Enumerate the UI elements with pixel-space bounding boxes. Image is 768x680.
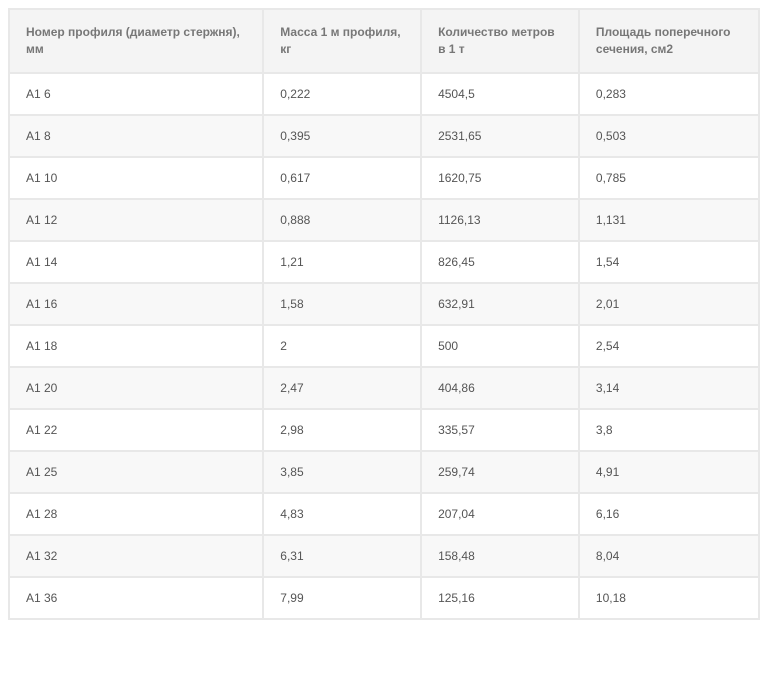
table-cell: 2531,65 (422, 116, 578, 156)
table-cell: А1 22 (10, 410, 262, 450)
table-cell: 4,83 (264, 494, 420, 534)
table-cell: А1 6 (10, 74, 262, 114)
table-header-cell: Масса 1 м профиля, кг (264, 10, 420, 72)
table-cell: 1620,75 (422, 158, 578, 198)
table-cell: 1,54 (580, 242, 758, 282)
table-row: А1 25 3,85 259,74 4,91 (10, 452, 758, 492)
table-row: А1 36 7,99 125,16 10,18 (10, 578, 758, 618)
table-cell: 158,48 (422, 536, 578, 576)
table-cell: 6,16 (580, 494, 758, 534)
table-cell: 1,131 (580, 200, 758, 240)
table-row: А1 12 0,888 1126,13 1,131 (10, 200, 758, 240)
table-cell: 826,45 (422, 242, 578, 282)
table-row: А1 20 2,47 404,86 3,14 (10, 368, 758, 408)
table-cell: 207,04 (422, 494, 578, 534)
table-cell: 125,16 (422, 578, 578, 618)
profile-table: Номер профиля (диаметр стержня), мм Масс… (8, 8, 760, 620)
table-cell: 3,8 (580, 410, 758, 450)
table-cell: 0,283 (580, 74, 758, 114)
table-row: А1 22 2,98 335,57 3,8 (10, 410, 758, 450)
table-cell: 0,785 (580, 158, 758, 198)
table-header-cell: Площадь поперечного сечения, см2 (580, 10, 758, 72)
table-cell: 2,54 (580, 326, 758, 366)
table-row: А1 6 0,222 4504,5 0,283 (10, 74, 758, 114)
table-cell: 0,395 (264, 116, 420, 156)
table-header-row: Номер профиля (диаметр стержня), мм Масс… (10, 10, 758, 72)
table-cell: 1126,13 (422, 200, 578, 240)
table-cell: 4504,5 (422, 74, 578, 114)
table-cell: 259,74 (422, 452, 578, 492)
table-cell: А1 10 (10, 158, 262, 198)
table-cell: А1 16 (10, 284, 262, 324)
table-cell: 500 (422, 326, 578, 366)
table-cell: 3,14 (580, 368, 758, 408)
table-row: А1 14 1,21 826,45 1,54 (10, 242, 758, 282)
table-cell: 8,04 (580, 536, 758, 576)
table-row: А1 8 0,395 2531,65 0,503 (10, 116, 758, 156)
table-row: А1 18 2 500 2,54 (10, 326, 758, 366)
table-cell: А1 28 (10, 494, 262, 534)
table-cell: 404,86 (422, 368, 578, 408)
table-cell: 632,91 (422, 284, 578, 324)
table-row: А1 16 1,58 632,91 2,01 (10, 284, 758, 324)
table-cell: 2,01 (580, 284, 758, 324)
table-cell: 2,47 (264, 368, 420, 408)
table-cell: А1 12 (10, 200, 262, 240)
table-cell: А1 18 (10, 326, 262, 366)
table-header-cell: Количество метров в 1 т (422, 10, 578, 72)
table-cell: А1 14 (10, 242, 262, 282)
table-cell: 2 (264, 326, 420, 366)
table-row: А1 10 0,617 1620,75 0,785 (10, 158, 758, 198)
table-cell: 0,222 (264, 74, 420, 114)
table-cell: А1 32 (10, 536, 262, 576)
table-cell: А1 8 (10, 116, 262, 156)
table-cell: А1 25 (10, 452, 262, 492)
table-cell: 1,58 (264, 284, 420, 324)
table-cell: 0,503 (580, 116, 758, 156)
table-cell: 1,21 (264, 242, 420, 282)
table-cell: 3,85 (264, 452, 420, 492)
table-cell: 2,98 (264, 410, 420, 450)
table-cell: 10,18 (580, 578, 758, 618)
table-cell: А1 20 (10, 368, 262, 408)
table-cell: 0,888 (264, 200, 420, 240)
table-cell: А1 36 (10, 578, 262, 618)
table-row: А1 32 6,31 158,48 8,04 (10, 536, 758, 576)
table-cell: 335,57 (422, 410, 578, 450)
table-cell: 6,31 (264, 536, 420, 576)
table-row: А1 28 4,83 207,04 6,16 (10, 494, 758, 534)
table-cell: 7,99 (264, 578, 420, 618)
table-cell: 0,617 (264, 158, 420, 198)
table-header-cell: Номер профиля (диаметр стержня), мм (10, 10, 262, 72)
table-cell: 4,91 (580, 452, 758, 492)
table-body: А1 6 0,222 4504,5 0,283 А1 8 0,395 2531,… (10, 74, 758, 618)
